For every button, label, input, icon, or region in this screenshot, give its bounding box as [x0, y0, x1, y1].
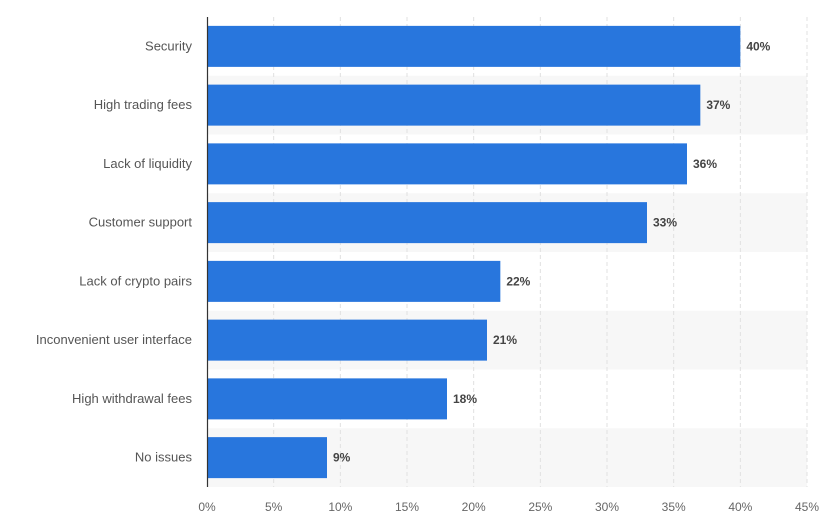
data-label: 33% [653, 216, 677, 230]
x-tick-label: 45% [795, 500, 819, 514]
data-label: 40% [746, 39, 770, 53]
category-label: High withdrawal fees [72, 391, 192, 406]
bar[interactable] [207, 260, 501, 302]
data-label: 37% [706, 98, 730, 112]
x-tick-label: 15% [395, 500, 419, 514]
bar[interactable] [207, 143, 687, 185]
x-tick-label: 20% [462, 500, 486, 514]
category-label: Customer support [89, 215, 193, 230]
data-label: 36% [693, 157, 717, 171]
bar[interactable] [207, 437, 327, 479]
x-tick-label: 10% [328, 500, 352, 514]
category-label: Lack of crypto pairs [79, 273, 192, 288]
bar[interactable] [207, 84, 701, 126]
category-label: High trading fees [94, 97, 193, 112]
x-tick-label: 40% [728, 500, 752, 514]
bar[interactable] [207, 378, 447, 420]
data-label: 21% [493, 333, 517, 347]
x-tick-label: 0% [198, 500, 216, 514]
x-tick-label: 25% [528, 500, 552, 514]
data-label: 18% [453, 392, 477, 406]
x-tick-label: 5% [265, 500, 283, 514]
data-label: 22% [506, 274, 530, 288]
category-label: Inconvenient user interface [36, 332, 192, 347]
bar[interactable] [207, 319, 487, 361]
bar[interactable] [207, 25, 741, 67]
category-label: Security [145, 38, 192, 53]
bar[interactable] [207, 202, 647, 244]
category-label: Lack of liquidity [103, 156, 192, 171]
data-label: 9% [333, 451, 351, 465]
category-label: No issues [135, 450, 193, 465]
x-tick-label: 30% [595, 500, 619, 514]
x-tick-label: 35% [662, 500, 686, 514]
